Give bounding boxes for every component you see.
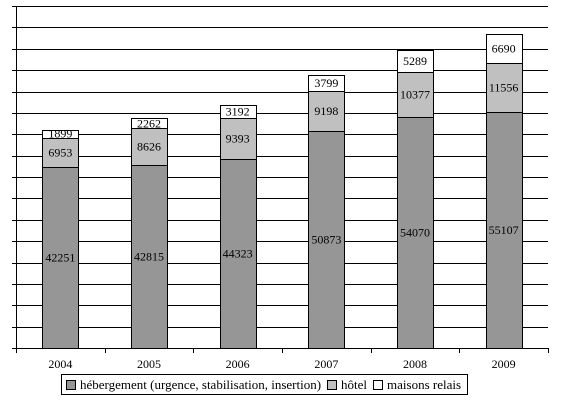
data-label-hotel-2009: 11556 bbox=[489, 81, 519, 95]
gridlines bbox=[16, 6, 548, 328]
bar-segment-hebergement-2007 bbox=[308, 131, 345, 349]
axes bbox=[12, 6, 549, 353]
legend-label-maisons-relais: maisons relais bbox=[387, 377, 462, 392]
legend-swatch-hotel bbox=[327, 379, 338, 390]
data-label-hebergement-2004: 42251 bbox=[45, 251, 75, 265]
data-label-hotel-2006: 9393 bbox=[226, 131, 250, 145]
legend-label-hebergement: hébergement (urgence, stabilisation, ins… bbox=[80, 377, 322, 392]
legend-label-hotel: hôtel bbox=[341, 377, 368, 392]
x-tick-label-2008: 2008 bbox=[403, 357, 427, 371]
data-label-maisons-relais-2007: 3799 bbox=[314, 76, 338, 90]
bar-segment-hebergement-2009 bbox=[486, 112, 523, 349]
x-tick-label-2009: 2009 bbox=[492, 357, 516, 371]
x-tick-label-2006: 2006 bbox=[226, 357, 250, 371]
bar-segment-hotel-2006 bbox=[220, 118, 257, 160]
data-label-maisons-relais-2008: 5289 bbox=[403, 54, 427, 68]
bar-segment-hotel-2005 bbox=[131, 128, 168, 166]
bar-segment-maisons-relais-2005 bbox=[131, 118, 168, 129]
data-label-hebergement-2008: 54070 bbox=[400, 225, 430, 239]
bar-segment-maisons-relais-2006 bbox=[220, 105, 257, 119]
bar-segment-hotel-2008 bbox=[397, 72, 434, 118]
legend-item-maisons-relais: maisons relais bbox=[373, 378, 461, 391]
x-tick-label-2007: 2007 bbox=[314, 357, 338, 371]
data-label-maisons-relais-2009: 6690 bbox=[492, 42, 516, 56]
data-label-hotel-2007: 9198 bbox=[314, 104, 338, 118]
x-tick-labels: 2004 2005 2006 2007 2008 2009 bbox=[48, 357, 515, 371]
bar-segment-maisons-relais-2007 bbox=[308, 75, 345, 92]
bar-segment-hebergement-2005 bbox=[131, 165, 168, 349]
x-tick-label-2005: 2005 bbox=[137, 357, 161, 371]
legend: hébergement (urgence, stabilisation, ins… bbox=[61, 374, 469, 395]
x-tick-label-2004: 2004 bbox=[48, 357, 72, 371]
data-label-hebergement-2009: 55107 bbox=[489, 223, 519, 237]
bar-segment-maisons-relais-2004 bbox=[42, 130, 79, 139]
legend-item-hotel: hôtel bbox=[327, 378, 367, 391]
data-label-hotel-2004: 6953 bbox=[48, 146, 72, 160]
legend-swatch-hebergement bbox=[66, 379, 76, 390]
legend-swatch-maisons-relais bbox=[373, 379, 384, 390]
data-label-maisons-relais-2006: 3192 bbox=[226, 105, 250, 119]
data-label-maisons-relais-2005: 2262 bbox=[137, 116, 161, 130]
bar-segment-maisons-relais-2009 bbox=[486, 34, 523, 64]
data-label-maisons-relais-2004: 1899 bbox=[48, 127, 72, 141]
legend-item-hebergement: hébergement (urgence, stabilisation, ins… bbox=[66, 378, 321, 391]
data-label-hotel-2008: 10377 bbox=[400, 88, 430, 102]
data-label-hebergement-2006: 44323 bbox=[223, 246, 253, 260]
data-label-hotel-2005: 8626 bbox=[137, 140, 161, 154]
bar-segment-hebergement-2008 bbox=[397, 117, 434, 349]
bar-segment-maisons-relais-2008 bbox=[397, 50, 434, 73]
bar-segment-hotel-2004 bbox=[42, 138, 79, 168]
bar-segment-hotel-2007 bbox=[308, 91, 345, 132]
data-label-hebergement-2005: 42815 bbox=[134, 249, 164, 263]
bar-segment-hebergement-2006 bbox=[220, 159, 257, 349]
data-label-hebergement-2007: 50873 bbox=[311, 232, 341, 246]
bars: 42251 6953 1899 42815 8626 2262 44323 9393 3192 5… bbox=[42, 34, 523, 349]
